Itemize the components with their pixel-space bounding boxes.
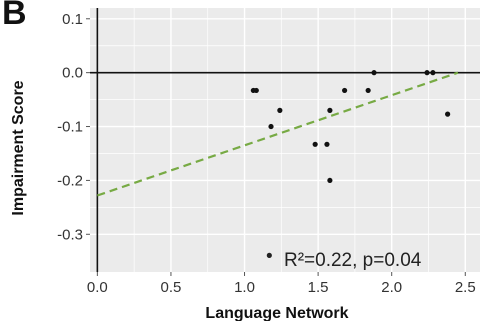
data-point [430, 70, 436, 76]
data-point [324, 141, 330, 147]
data-point [342, 87, 348, 94]
data-point [424, 70, 430, 76]
y-tick-label: -0.2 [57, 172, 83, 189]
x-tick-label: 0.5 [161, 279, 182, 296]
data-point [277, 107, 283, 113]
x-tick-label: 2.0 [381, 279, 402, 296]
data-points [250, 70, 451, 184]
x-tick-label: 1.0 [234, 279, 255, 296]
zero-lines [90, 8, 480, 272]
x-tick-label: 0.0 [87, 279, 108, 296]
data-point [371, 70, 377, 76]
panel-letter: B [2, 0, 27, 32]
y-tick-label: -0.3 [57, 226, 83, 243]
y-axis-title: Impairment Score [10, 80, 27, 215]
annotation-text: R²=0.22, p=0.04 [284, 250, 422, 271]
y-axis-ticks: 0.1 0.0 -0.1 -0.2 -0.3 [57, 11, 90, 243]
x-axis-title: Language Network [205, 305, 348, 321]
plot-background [90, 8, 480, 272]
x-axis-ticks: 0.0 0.5 1.0 1.5 2.0 2.5 [87, 272, 476, 296]
data-point [327, 177, 333, 184]
data-point [253, 87, 259, 94]
data-point [268, 123, 274, 130]
x-tick-label: 2.5 [455, 279, 476, 296]
y-tick-label: -0.1 [57, 119, 83, 136]
fit-line [97, 71, 459, 197]
x-tick-label: 1.5 [308, 279, 329, 296]
y-tick-label: 0.1 [62, 11, 83, 28]
annotation-marker: • [266, 246, 273, 267]
data-point [327, 107, 333, 113]
y-tick-label: 0.0 [62, 65, 83, 82]
data-point [365, 87, 371, 94]
data-point [445, 111, 451, 117]
data-point [312, 141, 318, 147]
